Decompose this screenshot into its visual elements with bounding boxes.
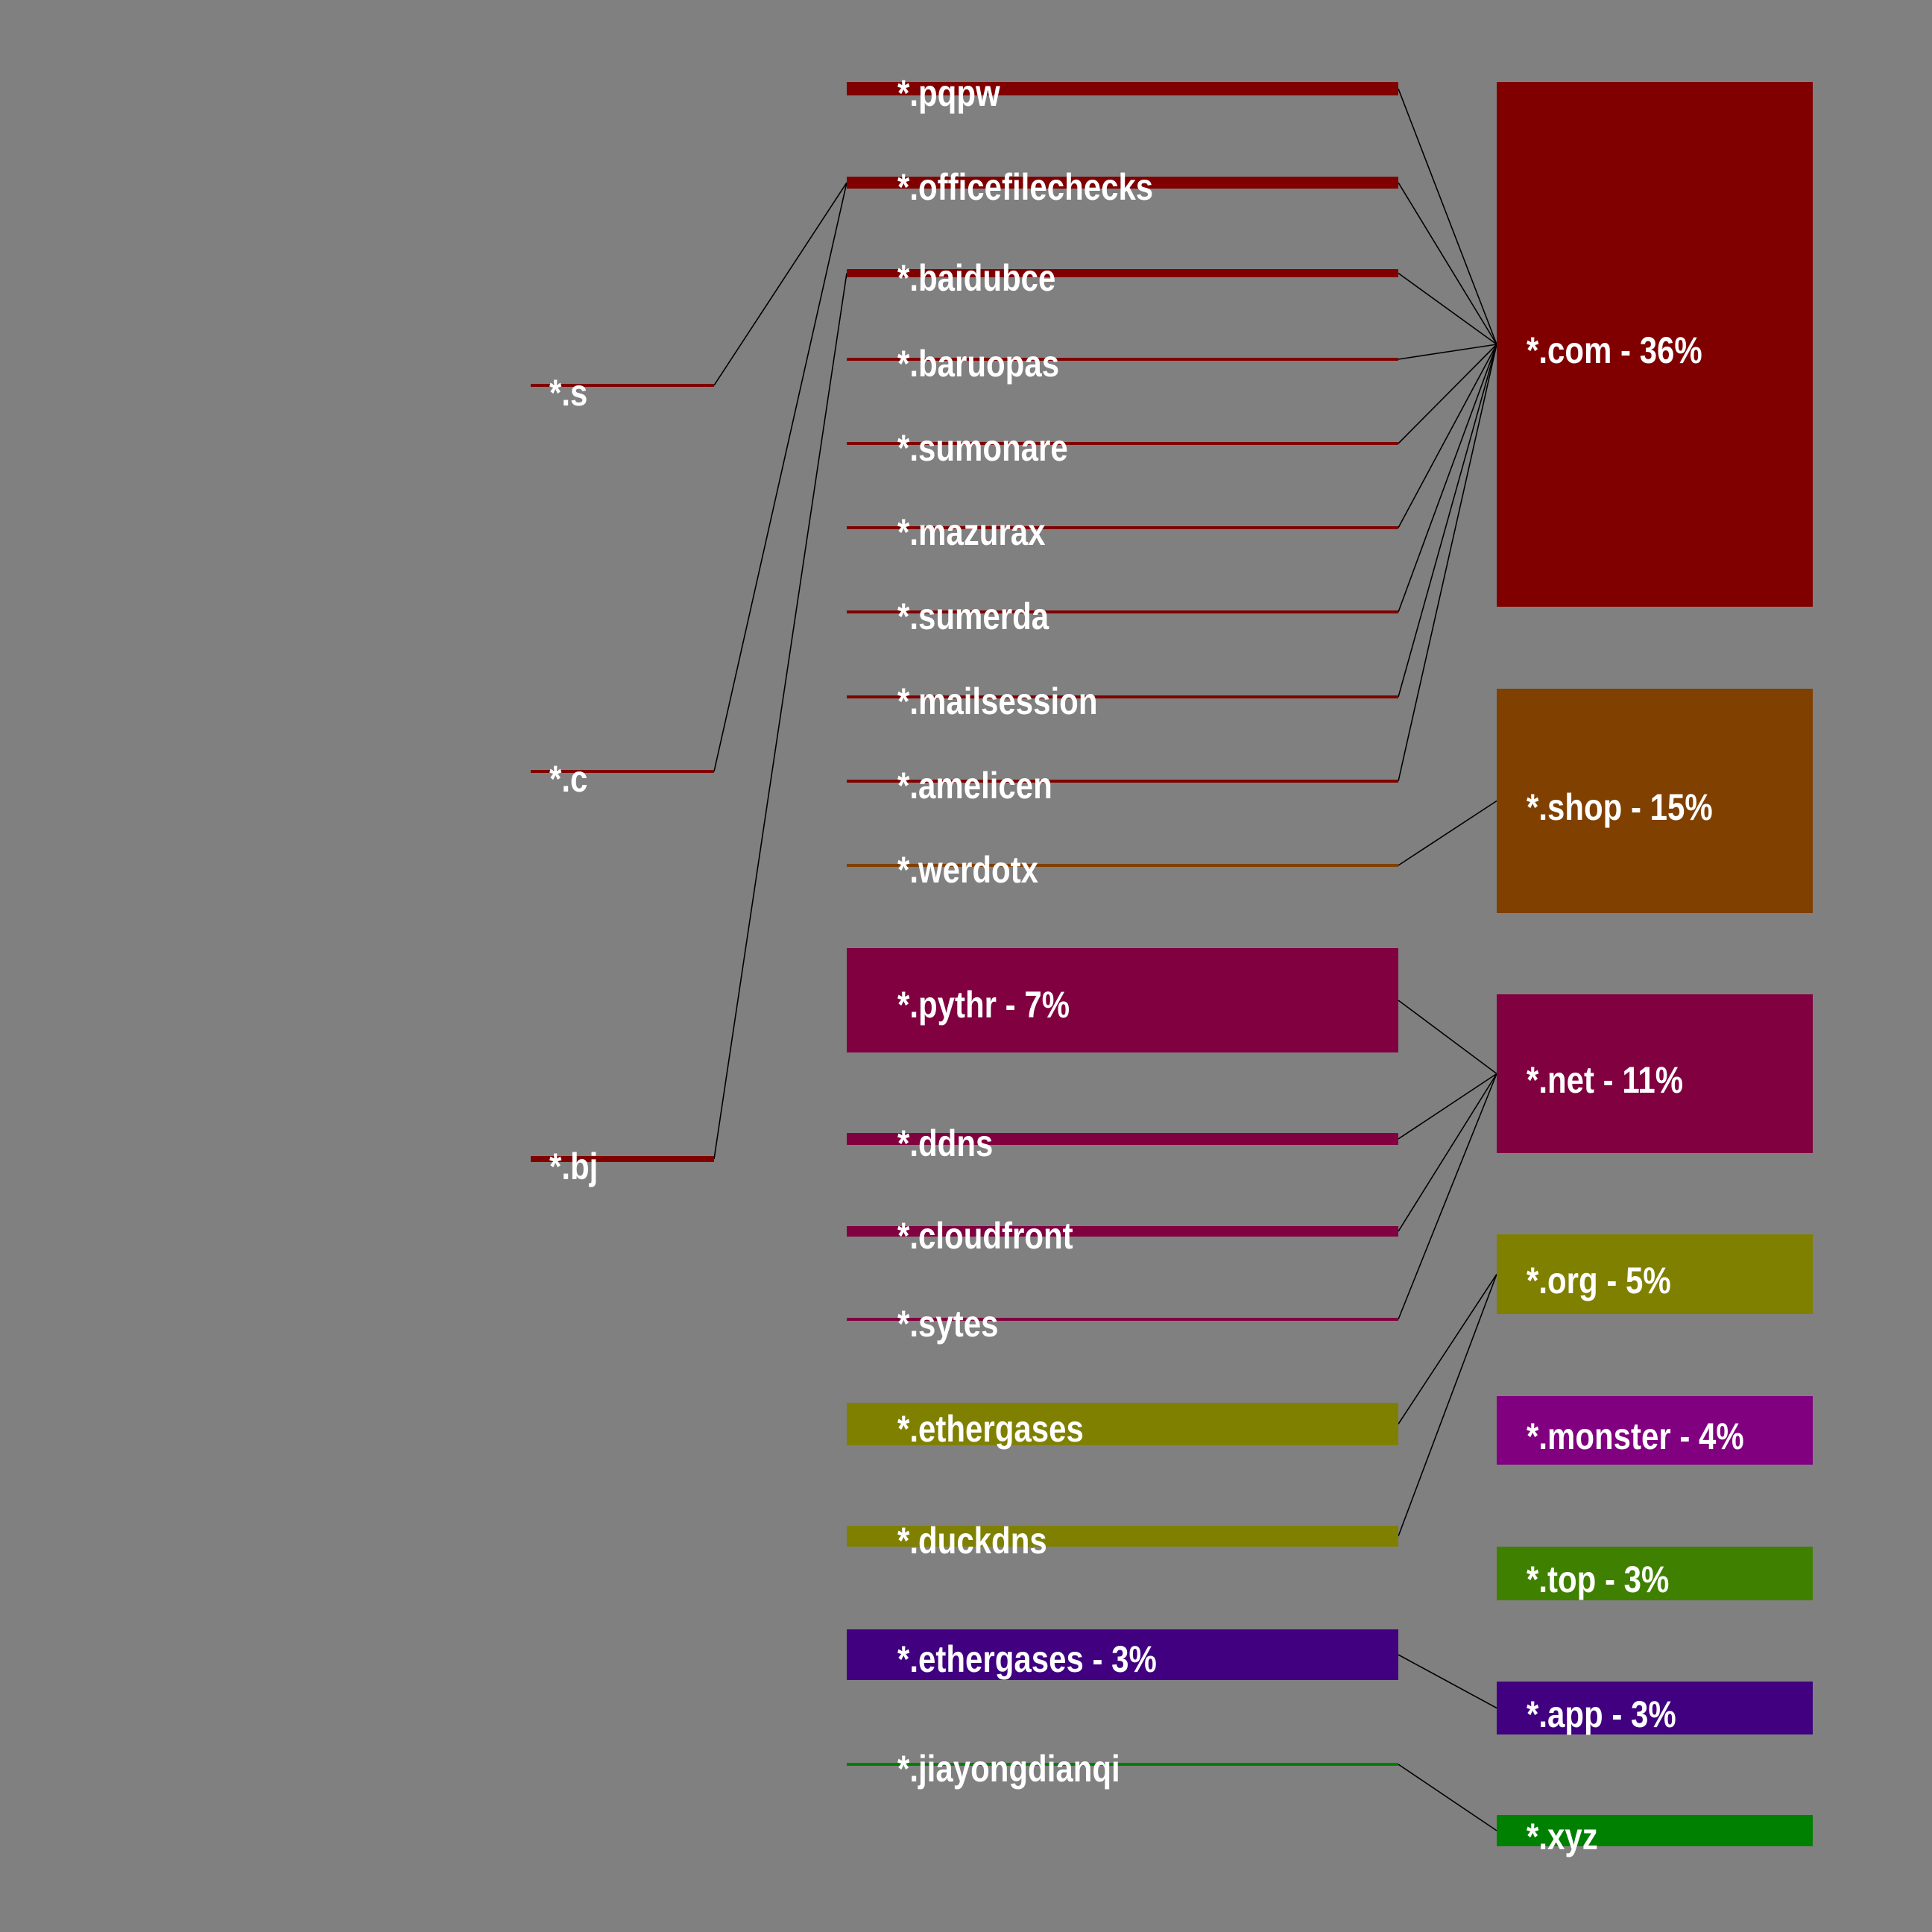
domain-bar-pythr [847, 948, 1398, 1052]
link-pqpw-to-com [1398, 88, 1497, 345]
domain-bar-officefilechecks [847, 177, 1398, 189]
domain-label-ddns: *.ddns [897, 1123, 994, 1164]
tld-label-xyz: *.xyz [1527, 1816, 1598, 1857]
domain-label-mazurax: *.mazurax [897, 511, 1046, 553]
link-bj-to-baidubce [713, 273, 847, 1160]
domain-label-pqpw: *.pqpw [897, 72, 1000, 114]
domain-bar-jiayongdianqi [847, 1763, 1398, 1766]
tld-label-com: *.com - 36% [1527, 329, 1702, 371]
tld-box-monster [1497, 1396, 1813, 1465]
link-sumonare-to-com [1398, 344, 1497, 444]
domain-label-sytes: *.sytes [897, 1303, 999, 1345]
link-cloudfront-to-net [1398, 1073, 1497, 1232]
connector-lines [713, 88, 1497, 1831]
tld-label-net: *.net - 11% [1527, 1058, 1684, 1101]
domain-label-sumerda: *.sumerda [897, 596, 1049, 637]
domain-bar-cloudfront [847, 1226, 1398, 1237]
tld-label-top: *.top - 3% [1527, 1559, 1670, 1600]
link-s-to-officefilechecks [713, 182, 847, 386]
link-sytes-to-net [1398, 1073, 1497, 1320]
link-ddns-to-net [1398, 1073, 1497, 1140]
link-mazurax-to-com [1398, 344, 1497, 528]
link-sumerda-to-com [1398, 344, 1497, 613]
subdomain-label-s: *.s [549, 372, 588, 414]
domain-bar-baidubce [847, 269, 1398, 277]
domain-label-jiayongdianqi: *.jiayongdianqi [897, 1748, 1120, 1790]
link-baruopas-to-com [1398, 344, 1497, 360]
domain-bar-sytes [847, 1318, 1398, 1321]
domain-label-ethergases-app: *.ethergases - 3% [897, 1638, 1157, 1680]
domain-bar-ddns [847, 1133, 1398, 1145]
subdomain-bar-bj [531, 1156, 714, 1162]
link-mailsession-to-com [1398, 344, 1497, 698]
domain-label-baidubce: *.baidubce [897, 256, 1056, 299]
link-pythr-to-net [1398, 1000, 1497, 1075]
domain-label-sumonare: *.sumonare [897, 427, 1068, 469]
domain-bar-amelicen [847, 780, 1398, 783]
domain-label-werdotx: *.werdotx [897, 849, 1039, 891]
domain-bar-ethergases-app [847, 1629, 1398, 1680]
tld-box-app [1497, 1682, 1813, 1734]
domain-label-duckdns: *.duckdns [897, 1520, 1047, 1562]
tld-label-monster: *.monster - 4% [1527, 1415, 1744, 1457]
subdomain-bar-c [531, 770, 714, 773]
domain-label-officefilechecks: *.officefilechecks [897, 166, 1154, 208]
domain-label-cloudfront: *.cloudfront [897, 1215, 1073, 1257]
tld-label-org: *.org - 5% [1527, 1259, 1671, 1301]
link-ethergases-app-to-app [1398, 1654, 1497, 1709]
tld-label-app: *.app - 3% [1527, 1693, 1676, 1735]
domain-label-amelicen: *.amelicen [897, 765, 1052, 806]
tld-label-shop: *.shop - 15% [1527, 786, 1713, 828]
link-c-to-officefilechecks [713, 182, 847, 772]
subdomain-label-c: *.c [549, 758, 588, 800]
subdomain-label-bj: *.bj [549, 1146, 599, 1187]
link-amelicen-to-com [1398, 344, 1497, 782]
subdomain-bar-s [531, 384, 714, 387]
tld-box-top [1497, 1547, 1813, 1600]
tld-box-xyz [1497, 1815, 1813, 1846]
link-baidubce-to-com [1398, 272, 1497, 345]
link-officefilechecks-to-com [1398, 182, 1497, 345]
domain-bar-baruopas [847, 358, 1398, 361]
domain-bar-pqpw [847, 82, 1398, 95]
tld-box-com [1497, 82, 1813, 607]
domain-bar-ethergases-org [847, 1403, 1398, 1445]
domain-bar-sumerda [847, 610, 1398, 613]
tld-box-shop [1497, 689, 1813, 913]
domain-label-mailsession: *.mailsession [897, 681, 1098, 722]
domain-label-pythr: *.pythr - 7% [897, 984, 1070, 1026]
link-werdotx-to-shop [1398, 800, 1497, 866]
link-ethergases-org-to-org [1398, 1274, 1497, 1424]
domain-bar-duckdns [847, 1526, 1398, 1547]
domain-bar-werdotx [847, 864, 1398, 867]
domain-bar-sumonare [847, 442, 1398, 445]
domain-label-baruopas: *.baruopas [897, 343, 1060, 385]
domain-label-ethergases-org: *.ethergases [897, 1407, 1084, 1450]
link-jiayongdianqi-to-xyz [1398, 1764, 1497, 1831]
link-duckdns-to-org [1398, 1274, 1497, 1537]
domain-bar-mazurax [847, 526, 1398, 529]
tld-box-org [1497, 1234, 1813, 1314]
tld-box-net [1497, 994, 1813, 1153]
domain-bar-mailsession [847, 695, 1398, 698]
